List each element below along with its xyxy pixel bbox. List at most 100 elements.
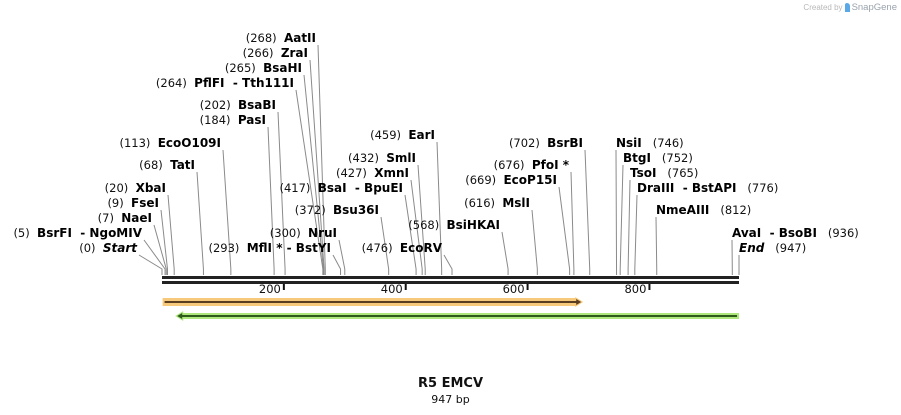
cut-site-bsu36i[interactable]: (372) Bsu36I <box>295 203 390 275</box>
enzyme-name: MflI * - BstYI <box>247 241 331 255</box>
cut-site-ecorv[interactable]: (476) EcoRV <box>362 241 453 275</box>
svg-text:(0) Start: (0) Start <box>79 241 138 255</box>
cut-site-naei[interactable]: (7) NaeI <box>98 211 167 275</box>
enzyme-name: Start <box>103 241 138 255</box>
site-connector-line <box>380 216 390 275</box>
svg-text:(9) FseI: (9) FseI <box>107 196 159 210</box>
enzyme-name: EcoO109I <box>158 136 221 150</box>
orange-forward-feature[interactable] <box>162 297 584 307</box>
enzyme-name: TsoI <box>630 166 656 180</box>
enzyme-name: NsiI <box>616 136 642 150</box>
enzyme-name: BsaBI <box>238 98 276 112</box>
cut-site-bsrfi-ngomiv[interactable]: (5) BsrFI - NgoMIV <box>13 226 166 275</box>
site-position: (947) <box>764 241 806 255</box>
cut-site-bsai-bpuei[interactable]: (417) BsaI - BpuEI <box>279 181 417 275</box>
cut-site-bsabi[interactable]: (202) BsaBI <box>200 98 286 275</box>
cut-site-pflfi-tth111i[interactable]: (264) PflFI - Tth111I <box>156 76 324 275</box>
cut-site-draiii-bstapi[interactable]: DraIII - BstAPI (776) <box>634 181 779 275</box>
cut-site-ecop15i[interactable]: (669) EcoP15I <box>465 173 571 275</box>
cut-site-btgi[interactable]: BtgI (752) <box>619 151 693 275</box>
svg-text:(669) EcoP15I: (669) EcoP15I <box>465 173 557 187</box>
ruler-tick-800: 800 <box>624 282 651 296</box>
enzyme-name: EcoRV <box>400 241 443 255</box>
cut-site-ecoo109i[interactable]: (113) EcoO109I <box>119 136 232 275</box>
cut-site-pfoi-[interactable]: (676) PfoI * <box>494 158 575 275</box>
enzyme-name: Bsu36I <box>333 203 379 217</box>
cut-site-bsahi[interactable]: (265) BsaHI <box>225 61 324 275</box>
cut-site-nsii[interactable]: NsiI (746) <box>615 136 684 275</box>
site-connector-line <box>167 194 175 275</box>
svg-text:NsiI (746): NsiI (746) <box>616 136 684 150</box>
cut-site-tsoi[interactable]: TsoI (765) <box>627 166 698 275</box>
site-position: (264) <box>156 76 194 90</box>
site-position: (202) <box>200 98 238 112</box>
enzyme-name: BsiHKAI <box>447 218 501 232</box>
svg-text:800: 800 <box>624 282 646 296</box>
cut-site-aatii[interactable]: (268) AatII <box>246 31 326 275</box>
enzyme-name: BsrBI <box>547 136 583 150</box>
enzyme-name: EcoP15I <box>503 173 557 187</box>
svg-text:NmeAIII (812): NmeAIII (812) <box>656 203 751 217</box>
cut-site-eari[interactable]: (459) EarI <box>370 128 443 275</box>
site-position: (476) <box>362 241 400 255</box>
site-connector-line <box>436 141 443 275</box>
site-position: (372) <box>295 203 333 217</box>
site-connector-line <box>222 149 232 275</box>
svg-text:TsoI (765): TsoI (765) <box>630 166 698 180</box>
sequence-length: 947 bp <box>431 393 470 406</box>
site-connector-line <box>627 179 631 275</box>
site-connector-line <box>277 111 286 275</box>
site-position: (68) <box>139 158 170 172</box>
site-position: (265) <box>225 61 263 75</box>
cut-site-fsei[interactable]: (9) FseI <box>107 196 168 275</box>
cut-site-zrai[interactable]: (266) ZraI <box>243 46 325 275</box>
site-connector-line <box>443 254 453 275</box>
cut-site-avai-bsobi[interactable]: AvaI - BsoBI (936) <box>731 226 859 275</box>
ruler-tick-200: 200 <box>259 282 285 296</box>
cut-site-end[interactable]: End (947) <box>738 241 806 275</box>
site-position: (568) <box>408 218 446 232</box>
cut-site-nmeaiii[interactable]: NmeAIII (812) <box>655 203 751 275</box>
svg-text:DraIII - BstAPI (776): DraIII - BstAPI (776) <box>637 181 778 195</box>
cut-site-tati[interactable]: (68) TatI <box>139 158 204 275</box>
site-connector-line <box>584 149 591 275</box>
green-reverse-feature[interactable] <box>175 311 740 321</box>
enzyme-name: MslI <box>502 196 530 210</box>
svg-text:(266) ZraI: (266) ZraI <box>243 46 308 60</box>
site-position: (676) <box>494 158 532 172</box>
svg-text:(264) PflFI - Tth111I: (264) PflFI - Tth111I <box>156 76 294 90</box>
site-position: (0) <box>79 241 103 255</box>
cut-site-smli[interactable]: (432) SmlI <box>348 151 426 275</box>
enzyme-name: PflFI - Tth111I <box>194 76 294 90</box>
svg-text:(616) MslI: (616) MslI <box>464 196 530 210</box>
cut-site-mfli-bstyi[interactable]: (293) MflI * - BstYI <box>208 241 342 275</box>
site-position: (812) <box>709 203 751 217</box>
svg-text:(476) EcoRV: (476) EcoRV <box>362 241 443 255</box>
site-connector-line <box>655 216 658 275</box>
enzyme-name: AatII <box>284 31 316 45</box>
cut-site-xmni[interactable]: (427) XmnI <box>336 166 423 275</box>
site-connector-line <box>303 74 324 275</box>
enzyme-name: DraIII - BstAPI <box>637 181 736 195</box>
cut-site-bsrbi[interactable]: (702) BsrBI <box>509 136 591 275</box>
site-position: (9) <box>107 196 131 210</box>
cut-site-start[interactable]: (0) Start <box>79 241 163 275</box>
site-connector-line <box>570 171 575 275</box>
cut-site-nrui[interactable]: (300) NruI <box>270 226 346 275</box>
site-connector-line <box>332 254 342 275</box>
site-position: (7) <box>98 211 122 225</box>
site-connector-line <box>417 164 426 275</box>
site-position: (432) <box>348 151 386 165</box>
svg-text:BtgI (752): BtgI (752) <box>623 151 693 165</box>
credit-brand: SnapGene <box>851 2 897 13</box>
cut-site-xbai[interactable]: (20) XbaI <box>105 181 175 275</box>
svg-text:(702) BsrBI: (702) BsrBI <box>509 136 583 150</box>
cut-site-bsihkai[interactable]: (568) BsiHKAI <box>408 218 509 275</box>
svg-text:400: 400 <box>381 282 403 296</box>
enzyme-name: SmlI <box>386 151 416 165</box>
cut-site-msli[interactable]: (616) MslI <box>464 196 538 275</box>
site-connector-line <box>634 194 638 275</box>
site-position: (746) <box>642 136 684 150</box>
site-position: (752) <box>651 151 693 165</box>
cut-site-pasi[interactable]: (184) PasI <box>200 113 275 275</box>
